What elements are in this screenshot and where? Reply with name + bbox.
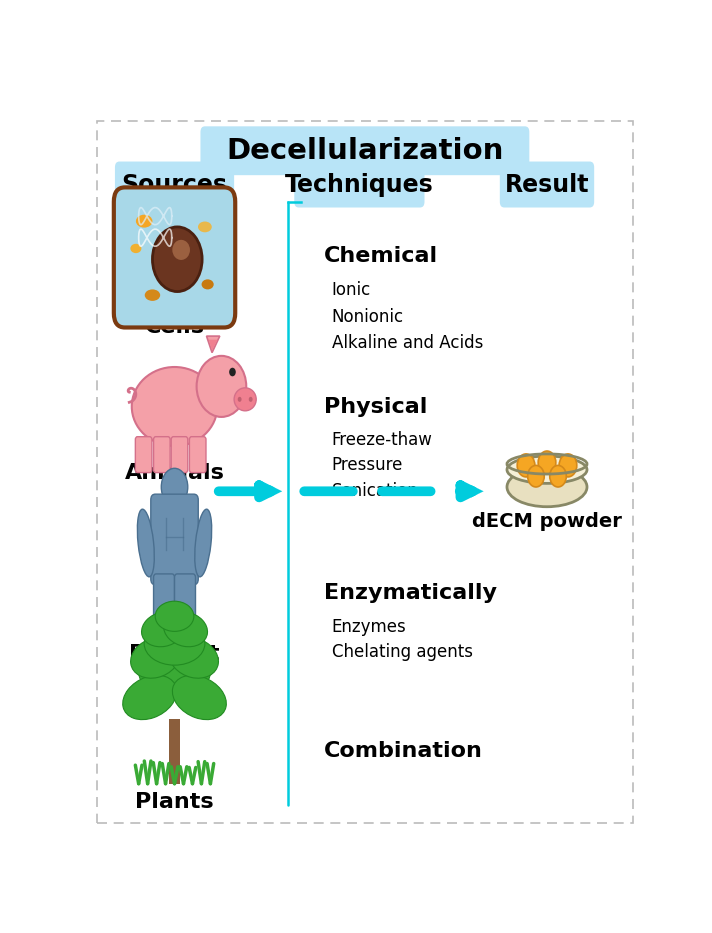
Text: Combination: Combination — [323, 742, 483, 761]
Ellipse shape — [517, 454, 535, 477]
FancyBboxPatch shape — [171, 437, 188, 473]
Polygon shape — [206, 336, 220, 353]
Text: Sonication: Sonication — [332, 482, 419, 500]
Ellipse shape — [122, 675, 177, 719]
Ellipse shape — [538, 451, 556, 474]
Ellipse shape — [229, 368, 236, 376]
Ellipse shape — [201, 279, 214, 289]
Text: Cells: Cells — [145, 317, 204, 338]
Text: Enzymatically: Enzymatically — [323, 583, 496, 604]
Ellipse shape — [145, 289, 160, 301]
FancyBboxPatch shape — [115, 161, 234, 207]
Ellipse shape — [507, 456, 587, 483]
Ellipse shape — [136, 215, 152, 228]
FancyBboxPatch shape — [154, 574, 174, 661]
Text: Sources: Sources — [122, 173, 228, 197]
FancyBboxPatch shape — [114, 188, 235, 327]
Ellipse shape — [169, 637, 219, 678]
Text: Nonionic: Nonionic — [332, 308, 404, 326]
FancyBboxPatch shape — [151, 494, 198, 585]
Ellipse shape — [152, 227, 202, 291]
Ellipse shape — [130, 244, 142, 253]
Text: Result: Result — [505, 173, 590, 197]
Ellipse shape — [130, 637, 180, 678]
Ellipse shape — [137, 509, 155, 577]
FancyBboxPatch shape — [135, 437, 152, 473]
FancyBboxPatch shape — [154, 437, 170, 473]
FancyBboxPatch shape — [169, 719, 180, 784]
Text: Freeze-thaw: Freeze-thaw — [332, 431, 433, 450]
Text: Alkaline and Acids: Alkaline and Acids — [332, 334, 483, 353]
Text: Chemical: Chemical — [323, 245, 438, 266]
Ellipse shape — [559, 454, 577, 477]
Ellipse shape — [164, 612, 207, 647]
Ellipse shape — [238, 397, 241, 402]
Text: Ionic: Ionic — [332, 281, 371, 299]
Text: Plants: Plants — [135, 791, 214, 812]
Ellipse shape — [172, 240, 190, 260]
Ellipse shape — [139, 649, 211, 696]
Ellipse shape — [234, 388, 256, 411]
Text: Patient: Patient — [130, 645, 220, 664]
Ellipse shape — [197, 355, 246, 417]
Ellipse shape — [162, 468, 188, 506]
Text: Chelating agents: Chelating agents — [332, 643, 473, 661]
FancyBboxPatch shape — [294, 161, 424, 207]
Ellipse shape — [198, 221, 211, 232]
Ellipse shape — [172, 675, 226, 719]
Ellipse shape — [248, 397, 253, 402]
FancyBboxPatch shape — [201, 126, 529, 175]
Ellipse shape — [195, 509, 211, 577]
Text: Techniques: Techniques — [285, 173, 434, 197]
FancyBboxPatch shape — [174, 574, 196, 661]
Text: Physical: Physical — [323, 397, 427, 416]
Ellipse shape — [550, 466, 566, 487]
Polygon shape — [209, 340, 218, 351]
Ellipse shape — [144, 622, 205, 665]
Ellipse shape — [132, 367, 217, 446]
Ellipse shape — [528, 466, 544, 487]
FancyBboxPatch shape — [500, 161, 595, 207]
FancyBboxPatch shape — [189, 437, 206, 473]
Text: Pressure: Pressure — [332, 456, 403, 474]
Text: Animals: Animals — [125, 464, 224, 483]
Text: dECM powder: dECM powder — [472, 512, 622, 531]
Ellipse shape — [155, 601, 194, 632]
Text: Enzymes: Enzymes — [332, 618, 407, 636]
Ellipse shape — [507, 467, 587, 507]
Text: Decellularization: Decellularization — [226, 137, 503, 165]
Ellipse shape — [142, 612, 185, 647]
